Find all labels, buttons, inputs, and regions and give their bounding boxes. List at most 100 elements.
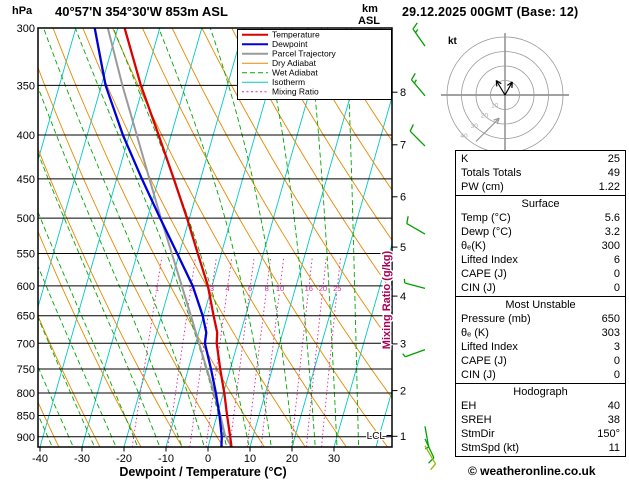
table-row: K 25 (456, 152, 625, 166)
hodograph-ring (461, 51, 549, 139)
metric-label: Lifted Index (461, 341, 518, 353)
hodograph-vector-arrowhead (495, 80, 498, 87)
pressure-tick-label: 800 (17, 388, 35, 400)
metric-value: 49 (607, 167, 620, 179)
metric-value: 300 (601, 240, 620, 252)
table-row: PW (cm) 1.22 (456, 180, 625, 194)
metric-value: 0 (613, 282, 620, 294)
metric-label: StmDir (461, 428, 495, 440)
table-row: StmSpd (kt) 11 (456, 441, 625, 455)
pressure-tick-label: 500 (17, 213, 35, 225)
legend-item-label: Mixing Ratio (272, 87, 319, 97)
indices-table: K 25 Totals Totals 49 PW (cm) 1.22 (455, 150, 626, 196)
wind-barbs (402, 22, 437, 471)
index-tables: K 25 Totals Totals 49 PW (cm) 1.22 Surface Tem… (455, 150, 626, 457)
mixing-ratio-value-label: 3 (210, 284, 214, 293)
metric-label: Dewp (°C) (461, 226, 512, 238)
dewpoint-line (93, 28, 223, 447)
mixing-ratio-value-label: 16 (305, 284, 313, 293)
table-title: Most Unstable (505, 299, 576, 311)
surface-table: Surface Temp (°C) 5.6 Dewp (°C) 3.2 θₑ(K) 300 L… (455, 195, 626, 297)
metric-label: PW (cm) (461, 181, 504, 193)
table-row: StmDir 150° (456, 427, 625, 441)
metric-label: θₑ(K) (461, 240, 486, 252)
metric-label: K (461, 153, 469, 165)
metric-value: 25 (607, 153, 620, 165)
pressure-tick-label: 450 (17, 174, 35, 186)
table-title: Surface (521, 198, 560, 210)
mixing-ratio-value-label: 1 (155, 284, 159, 293)
temperature-line (123, 28, 233, 447)
km-tick-label: 8 (400, 87, 406, 99)
dry-adiabat-lines (38, 28, 392, 447)
table-row: θₑ (K) 303 (456, 326, 625, 340)
wet-adiabat-lines (38, 28, 359, 446)
metric-value: 3.2 (604, 226, 620, 238)
temperature-tick-label: 10 (244, 453, 256, 465)
pressure-tick-label: 700 (17, 338, 35, 350)
pressure-tick-label: 350 (17, 80, 35, 92)
hodograph-unit-label: kt (448, 36, 458, 47)
mixing-ratio-value-label: 2 (189, 284, 193, 293)
asl-axis-label: ASL (358, 15, 380, 27)
credit: © weatheronline.co.uk (468, 464, 596, 478)
metric-label: CIN (J) (461, 282, 496, 294)
skewt-chart: 1 2 3 4 6 8 10 16 20 2530035040045050055060065070… (12, 3, 437, 479)
km-tick-label: 1 (400, 431, 406, 443)
legend-item-label: Isotherm (272, 77, 305, 87)
metric-label: StmSpd (kt) (461, 442, 520, 454)
table-row: Lifted Index 3 (456, 340, 625, 354)
pressure-tick-label: 400 (17, 130, 35, 142)
metric-value: 40 (607, 400, 620, 412)
km-tick-label: 3 (400, 339, 406, 351)
hodograph-ring-label: 40 (460, 133, 468, 140)
pressure-tick-label: 900 (17, 432, 35, 444)
hodograph-ring (490, 80, 520, 110)
pressure-tick-label: 600 (17, 281, 35, 293)
km-axis-label: km (362, 3, 378, 15)
temperature-tick-label: -30 (74, 453, 90, 465)
pressure-gridlines (38, 28, 392, 438)
table-row: Temp (°C) 5.6 (456, 211, 625, 225)
metric-value: 11 (608, 442, 620, 454)
metric-label: CAPE (J) (461, 268, 507, 280)
mixing-ratio-value-label: 10 (276, 284, 284, 293)
metric-value: 0 (613, 268, 620, 280)
metric-value: 150° (597, 428, 620, 440)
pressure-tick-label: 300 (17, 23, 35, 35)
temperature-tick-label: 30 (328, 453, 340, 465)
metric-label: Totals Totals (461, 167, 522, 179)
metric-value: 5.6 (604, 212, 620, 224)
hodograph-vector-arrowhead (495, 79, 502, 85)
mixing-ratio-value-label: 25 (333, 284, 341, 293)
metric-label: SREH (461, 414, 492, 426)
pressure-tick-label: 850 (17, 411, 35, 423)
pressure-tick-label: 550 (17, 249, 35, 261)
most-unstable-table: Most Unstable Pressure (mb) 650 θₑ (K) 303 Li… (455, 296, 626, 384)
mixing-ratio-value-label: 4 (225, 284, 229, 293)
hodograph-vector (504, 81, 513, 96)
metric-label: EH (461, 400, 477, 412)
metric-label: Temp (°C) (461, 212, 511, 224)
x-axis-title: Dewpoint / Temperature (°C) (119, 465, 286, 479)
hodograph-vector-arrowhead (496, 118, 500, 125)
metric-label: CIN (J) (461, 369, 496, 381)
table-row: CIN (J) 0 (456, 368, 625, 382)
hodograph-ring-label: 30 (471, 123, 479, 130)
table-title: Hodograph (513, 386, 568, 398)
km-tick-label: 7 (400, 140, 406, 152)
metric-value: 650 (601, 313, 620, 325)
legend-item-label: Wet Adiabat (272, 68, 318, 78)
table-row: EH 40 (456, 399, 625, 413)
legend-item-label: Parcel Trajectory (272, 49, 337, 59)
hodograph-ring-label: 20 (481, 113, 489, 120)
table-row: SREH 38 (456, 413, 625, 427)
temperature-tick-label: 0 (205, 453, 211, 465)
legend-item-label: Dry Adiabat (272, 58, 317, 68)
temperature-tick-label: 20 (286, 453, 298, 465)
legend-item-label: Temperature (272, 30, 320, 40)
hodograph-ring (475, 65, 535, 125)
metric-value: 303 (601, 327, 620, 339)
